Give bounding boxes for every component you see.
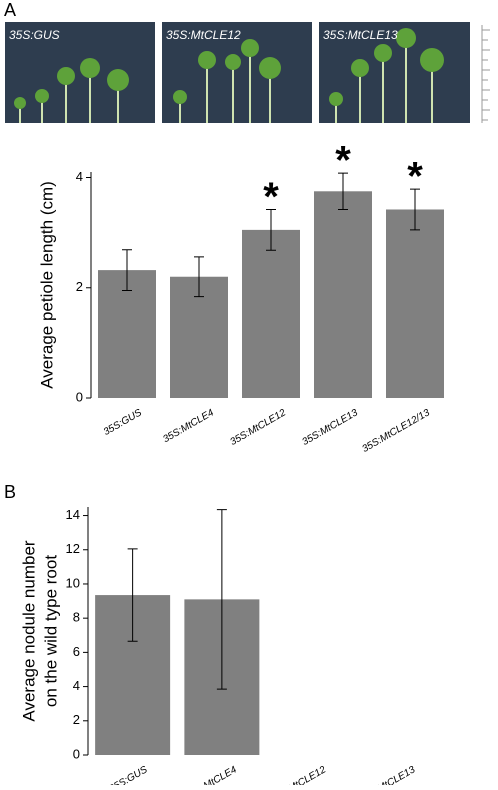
bar (98, 270, 156, 398)
error-bar (266, 208, 276, 251)
photo-label: 35S:GUS (9, 28, 60, 42)
y-tick-label: 14 (66, 507, 80, 522)
y-axis-label: Average nodule number (19, 540, 38, 721)
error-bar (338, 172, 348, 210)
x-tick-label: 35S:MtCLE12 (269, 764, 329, 785)
y-axis-label: on the wild type root (41, 555, 60, 707)
significance-label: * (335, 139, 351, 183)
y-tick-label: 12 (66, 541, 80, 556)
y-tick-label: 0 (76, 389, 83, 404)
y-tick-label: 2 (73, 712, 80, 727)
error-bar (216, 509, 227, 690)
error-bar (410, 188, 420, 231)
x-tick-label: 35S:MtCLE12 (228, 407, 288, 448)
x-tick-label: 35S:MtCLE13 (358, 764, 418, 785)
bar (314, 191, 372, 398)
significance-label: * (407, 155, 423, 199)
y-tick-label: 10 (66, 575, 80, 590)
significance-label: * (263, 175, 279, 219)
photo-label: 35S:MtCLE13 (323, 28, 398, 42)
y-tick-label: 4 (76, 169, 83, 184)
error-bar (127, 548, 138, 642)
y-tick-label: 6 (73, 644, 80, 659)
y-tick-label: 8 (73, 610, 80, 625)
y-tick-label: 4 (73, 678, 80, 693)
error-bar (194, 256, 204, 298)
panel-label: A (4, 0, 16, 20)
y-tick-label: 0 (73, 746, 80, 761)
y-tick-label: 2 (76, 279, 83, 294)
x-tick-label: 35S:MtCLE12/13 (360, 407, 432, 455)
error-bar (122, 249, 132, 292)
x-tick-label: 35S:GUS (107, 764, 149, 785)
x-tick-label: 35S:MtCLE4 (161, 407, 216, 445)
bar (386, 209, 444, 398)
bar (242, 229, 300, 398)
panel-label: B (4, 482, 16, 502)
photo-label: 35S:MtCLE12 (166, 28, 241, 42)
x-tick-label: 35S:MtCLE4 (184, 764, 239, 785)
y-axis-label: Average petiole length (cm) (37, 181, 56, 389)
photo (5, 22, 490, 123)
x-tick-label: 35S:GUS (102, 407, 144, 438)
x-tick-label: 35S:MtCLE13 (300, 407, 360, 448)
